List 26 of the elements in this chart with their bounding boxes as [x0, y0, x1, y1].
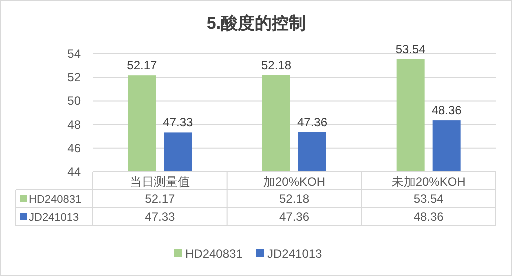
annotation: 52.18	[261, 58, 292, 72]
data-label: 52.17	[145, 192, 176, 206]
x-tick-label: 当日测量值	[130, 175, 190, 189]
legend-label: JD241013	[268, 247, 323, 261]
y-tick-label: 54	[68, 47, 82, 61]
chart-title: 5.酸度的控制	[206, 14, 306, 33]
data-label: 47.33	[145, 210, 176, 224]
annotation: 47.36	[297, 115, 328, 130]
data-label: 53.54	[414, 192, 444, 206]
text: JD241013	[29, 212, 80, 224]
y-tick-label: 48	[68, 118, 82, 132]
annotation: 47.33	[163, 116, 194, 130]
annotation: 52.17	[127, 58, 158, 73]
data-label: 47.36	[279, 210, 310, 224]
x-tick-label: 加20%KOH	[263, 175, 326, 189]
x-tick-label: 未加20%KOH	[392, 175, 466, 189]
y-tick-label: 52	[68, 70, 82, 85]
data-label: 48.36	[414, 210, 444, 224]
data-label: 52.18	[279, 192, 310, 206]
y-tick-label: 50	[68, 94, 82, 108]
y-tick-label: 46	[68, 141, 82, 156]
annotation: 53.54	[396, 42, 426, 56]
annotation: 48.36	[432, 104, 462, 118]
text: HD240831	[186, 247, 243, 261]
y-tick-label: 44	[68, 165, 82, 179]
legend-label: HD240831	[29, 194, 82, 206]
